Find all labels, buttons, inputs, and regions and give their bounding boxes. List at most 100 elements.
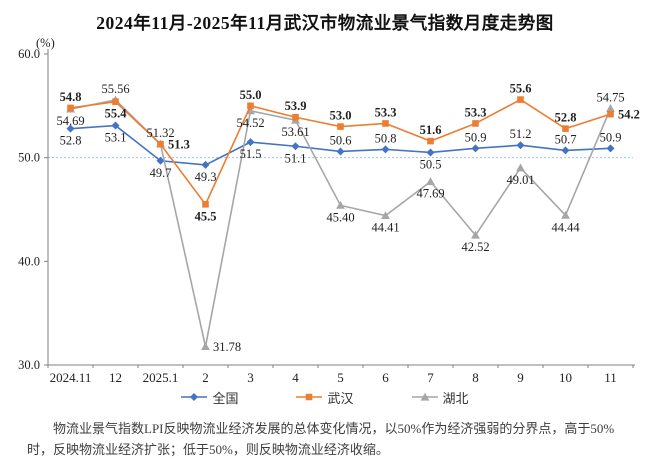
- x-tick-label: 2024.11: [50, 370, 92, 385]
- data-point-marker: [201, 160, 210, 169]
- data-point-marker: [291, 142, 300, 151]
- data-point-marker: [472, 120, 479, 127]
- data-point-label: 52.8: [555, 111, 577, 125]
- data-point-label: 45.40: [326, 210, 354, 224]
- data-point-marker: [156, 156, 165, 165]
- data-point-label: 42.52: [461, 240, 489, 254]
- data-point-marker: [517, 96, 524, 103]
- legend-label: 湖北: [442, 390, 469, 406]
- x-tick-label: 10: [559, 370, 572, 385]
- x-tick-label: 5: [337, 370, 344, 385]
- data-point-label: 47.69: [416, 187, 444, 201]
- data-point-label: 54.69: [56, 114, 84, 128]
- data-point-marker: [382, 120, 389, 127]
- data-point-marker: [111, 121, 120, 130]
- x-tick-label: 9: [517, 370, 524, 385]
- data-point-marker: [607, 110, 614, 118]
- data-point-label: 54.8: [60, 90, 82, 104]
- diamond-legend-marker-icon: [181, 393, 208, 401]
- data-point-label: 54.52: [236, 116, 264, 130]
- x-tick-label: 7: [427, 370, 434, 385]
- data-point-label: 31.78: [213, 340, 241, 354]
- data-point-marker: [426, 148, 435, 157]
- data-point-label: 55.6: [510, 82, 532, 96]
- data-point-marker: [246, 138, 255, 147]
- data-point-marker: [112, 98, 119, 105]
- data-point-label: 54.2: [618, 108, 640, 122]
- data-point-label: 45.5: [195, 209, 217, 223]
- data-point-marker: [201, 342, 210, 350]
- data-point-marker: [516, 163, 525, 172]
- data-point-label: 55.0: [240, 88, 262, 102]
- y-tick-label: 50.0: [18, 151, 40, 165]
- data-point-label: 53.3: [465, 105, 487, 119]
- x-tick-label: 3: [247, 370, 254, 385]
- data-point-marker: [247, 102, 254, 110]
- data-point-label: 50.8: [375, 131, 397, 145]
- data-point-label: 55.56: [101, 82, 129, 96]
- data-point-label: 44.44: [551, 220, 580, 234]
- legend-label: 全国: [212, 390, 239, 406]
- legend-item-0: 全国: [181, 388, 238, 407]
- data-point-label: 50.9: [600, 130, 622, 144]
- legend-item-1: 武汉: [296, 388, 354, 407]
- data-point-label: 44.41: [371, 221, 399, 235]
- footnote-text: 物流业景气指数LPI反映物流业经济发展的总体变化情况，以50%作为经济强弱的分界…: [27, 421, 615, 457]
- data-point-label: 51.1: [285, 151, 307, 165]
- data-point-label: 50.7: [555, 132, 577, 146]
- data-point-label: 52.8: [60, 134, 82, 148]
- data-point-marker: [336, 147, 345, 156]
- legend-label: 武汉: [327, 390, 354, 406]
- data-point-marker: [606, 104, 615, 112]
- data-point-label: 54.75: [596, 90, 624, 104]
- x-tick-label: 12: [109, 370, 122, 385]
- data-point-label: 50.6: [330, 133, 352, 147]
- chart-title: 2024年11月-2025年11月武汉市物流业景气指数月度走势图: [96, 13, 554, 33]
- data-point-marker: [381, 145, 390, 154]
- data-point-label: 50.5: [420, 157, 442, 171]
- data-point-label: 51.5: [240, 147, 262, 161]
- data-point-marker: [471, 144, 480, 153]
- data-point-marker: [516, 141, 525, 150]
- data-point-marker: [292, 113, 299, 121]
- data-point-marker: [561, 210, 570, 219]
- data-point-marker: [562, 125, 569, 132]
- data-point-label: 49.7: [150, 166, 172, 180]
- data-point-marker: [336, 200, 345, 209]
- data-point-marker: [337, 123, 344, 130]
- chart-canvas: 60.0 50.0 40.0 30.0 2024.11 12 2025.1 2 3 4 5 6 7 8 9 1…: [18, 47, 640, 385]
- data-point-label: 51.3: [168, 138, 190, 152]
- data-point-label: 53.9: [285, 99, 307, 113]
- y-tick-label: 60.0: [18, 47, 40, 61]
- x-tick-label: 6: [382, 370, 389, 385]
- data-point-label: 53.3: [375, 105, 397, 119]
- triangle-legend-marker-icon: [411, 392, 438, 401]
- data-point-marker: [67, 104, 74, 112]
- x-tick-label: 4: [292, 370, 299, 385]
- y-tick-label: 30.0: [18, 358, 40, 372]
- data-point-label: 53.1: [105, 131, 127, 145]
- data-point-marker: [202, 201, 209, 208]
- data-point-label: 50.9: [465, 130, 487, 144]
- data-point-label: 55.4: [105, 107, 128, 121]
- data-point-label: 49.01: [506, 173, 534, 187]
- y-axis-unit-label: (%): [36, 36, 55, 50]
- data-point-marker: [606, 144, 615, 153]
- data-point-marker: [381, 211, 390, 220]
- square-legend-marker-icon: [296, 393, 323, 401]
- x-tick-label: 2025.1: [143, 370, 179, 385]
- data-point-label: 51.32: [146, 126, 174, 140]
- data-point-marker: [427, 137, 434, 145]
- chart-legend: 全国 武汉 湖北: [0, 387, 650, 407]
- data-point-label: 49.3: [195, 170, 217, 184]
- data-point-label: 53.61: [281, 125, 309, 139]
- data-point-marker: [471, 230, 480, 239]
- y-tick-label: 40.0: [18, 254, 40, 268]
- data-point-label: 53.0: [330, 109, 352, 123]
- data-point-marker: [561, 146, 570, 155]
- legend-item-2: 湖北: [411, 388, 469, 407]
- x-tick-label: 2: [202, 370, 209, 385]
- data-point-marker: [66, 124, 75, 133]
- x-tick-label: 11: [604, 370, 617, 385]
